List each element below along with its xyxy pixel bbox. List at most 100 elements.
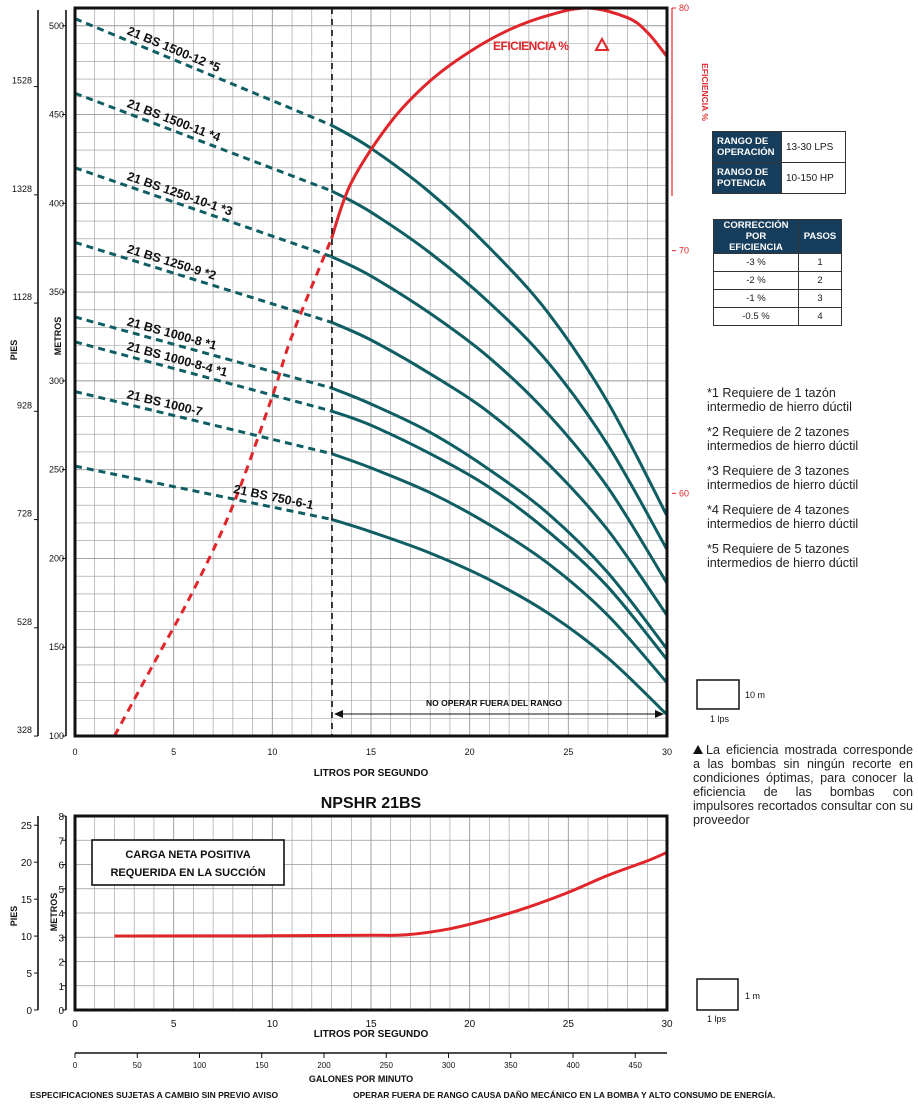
pump-curve-dashed xyxy=(74,390,332,456)
npshr-scale-box-sub: 1 lps xyxy=(707,1014,727,1024)
x-tick-label: 10 xyxy=(267,747,277,757)
npshr-pies-tick-label: 0 xyxy=(26,1006,32,1017)
npshr-label-line-1: CARGA NETA POSITIVA xyxy=(125,849,250,861)
npshr-x-tick-label: 5 xyxy=(171,1019,177,1030)
npshr-metros-tick-label: 1 xyxy=(58,982,64,993)
pasos-value: 1 xyxy=(798,253,842,272)
x-tick-label: 15 xyxy=(366,747,376,757)
npshr-metros-axis-label: METROS xyxy=(49,893,59,932)
footnote-line: *2 Requiere de 2 tazones xyxy=(707,425,850,439)
pasos-value: 4 xyxy=(798,307,842,326)
warning-triangle-icon xyxy=(693,745,703,754)
correccion-value: -0.5 % xyxy=(713,307,799,326)
npshr-pies-tick-label: 5 xyxy=(26,969,32,980)
footnote-line: intermedio de hierro dúctil xyxy=(707,400,852,414)
npshr-x-tick-label: 30 xyxy=(661,1019,673,1030)
pump-curve-solid xyxy=(330,386,669,650)
gpm-tick-label: 200 xyxy=(317,1061,331,1070)
npshr-metros-tick-label: 7 xyxy=(58,836,64,847)
npshr-plot-frame xyxy=(73,814,669,1012)
correccion-row: -1 % 3 xyxy=(713,289,842,308)
correccion-row: -0.5 % 4 xyxy=(713,307,842,326)
main-scale-box-label: 10 m xyxy=(745,690,765,700)
pump-curve-solid xyxy=(331,452,669,684)
npshr-curve xyxy=(114,851,668,938)
rango-operacion-label: RANGO DE OPERACIÓN xyxy=(712,131,782,163)
correccion-row: -3 % 1 xyxy=(713,253,842,272)
pump-curve-solid xyxy=(331,409,669,661)
npshr-x-tick-label: 25 xyxy=(563,1019,575,1030)
operating-range-arrow xyxy=(334,710,664,718)
gpm-tick-label: 50 xyxy=(133,1061,142,1070)
rango-row: RANGO DE OPERACIÓN 13-30 LPS xyxy=(712,131,846,163)
footnote: *3 Requiere de 3 tazones intermedios de h… xyxy=(707,464,858,492)
footer-left: ESPECIFICACIONES SUJETAS A CAMBIO SIN PR… xyxy=(30,1090,279,1100)
npshr-pies-tick-label: 10 xyxy=(21,932,33,943)
efficiency-legend-triangle-icon xyxy=(594,36,610,51)
efficiency-legend: EFICIENCIA % xyxy=(493,39,569,53)
rango-potencia-label: RANGO DE POTENCIA xyxy=(712,162,782,194)
pump-curve-solid xyxy=(331,517,669,716)
metros-tick-label: 200 xyxy=(49,553,64,563)
footnote-line: intermedios de hierro dúctil xyxy=(707,439,859,453)
efficiency-curve-group xyxy=(113,6,669,737)
pump-curve-solid xyxy=(330,189,669,551)
footnote-line: *3 Requiere de 3 tazones xyxy=(707,464,850,478)
metros-tick-label: 150 xyxy=(49,642,64,652)
footnote: *5 Requiere de 5 tazones intermedios de h… xyxy=(707,542,858,570)
pump-curve-dashed xyxy=(74,464,332,521)
series-labels: 21 BS 1500-12 *521 BS 1500-11 *421 BS 12… xyxy=(125,24,315,512)
pies-tick-label: 928 xyxy=(17,400,32,410)
metros-tick-label: 100 xyxy=(49,731,64,741)
rango-operacion-value: 13-30 LPS xyxy=(781,131,846,163)
pump-curve-dashed xyxy=(74,166,333,259)
npshr-x-axis-label: LITROS POR SEGUNDO xyxy=(314,1029,429,1040)
gpm-tick-label: 300 xyxy=(442,1061,456,1070)
footnote-line: *1 Requiere de 1 tazón xyxy=(707,386,836,400)
series-label: 21 BS 1250-9 *2 xyxy=(125,242,217,283)
pump-curve-dashed xyxy=(74,240,332,324)
correccion-header-row: CORRECCIÓN POR EFICIENCIA PASOS xyxy=(713,219,842,254)
metros-tick-label: 400 xyxy=(49,198,64,208)
metros-tick-label: 300 xyxy=(49,376,64,386)
footnote-line: *4 Requiere de 4 tazones xyxy=(707,503,850,517)
disclaimer-text: La eficiencia mostrada corresponde a las… xyxy=(693,743,913,827)
main-scale-box xyxy=(696,679,740,710)
correccion-value: -1 % xyxy=(713,289,799,308)
eff-tick-label: 60 xyxy=(679,488,689,498)
pies-tick-label: 528 xyxy=(17,617,32,627)
metros-tick-label: 350 xyxy=(49,287,64,297)
npshr-metros-tick-label: 0 xyxy=(58,1006,64,1017)
pump-curve-dashed xyxy=(74,315,332,390)
npshr-pies-axis-label: PIES xyxy=(9,906,19,927)
npshr-x-tick-label: 0 xyxy=(72,1019,78,1030)
npshr-scale-box xyxy=(696,978,739,1011)
series-label: 21 BS 1250-10-1 *3 xyxy=(125,169,234,218)
npshr-x-tick-label: 10 xyxy=(267,1019,279,1030)
pies-tick-label: 1128 xyxy=(13,292,32,302)
series-label: 21 BS 750-6-1 xyxy=(232,482,314,512)
footnote: *4 Requiere de 4 tazones intermedios de h… xyxy=(707,503,858,531)
pump-curve-solid xyxy=(330,255,669,585)
pump-curve-solid xyxy=(330,320,669,617)
efficiency-curve-dashed xyxy=(113,237,333,737)
main-curves xyxy=(74,17,669,716)
footnote: *2 Requiere de 2 tazones intermedios de h… xyxy=(707,425,858,453)
x-tick-label: 5 xyxy=(171,747,176,757)
pasos-value: 3 xyxy=(798,289,842,308)
correccion-value: -2 % xyxy=(713,271,799,290)
gpm-axis-label: GALONES POR MINUTO xyxy=(309,1074,413,1084)
metros-tick-label: 250 xyxy=(49,465,64,475)
efficiency-disclaimer: La eficiencia mostrada corresponde a las… xyxy=(693,743,913,827)
gpm-tick-label: 350 xyxy=(504,1061,518,1070)
gpm-tick-label: 100 xyxy=(193,1061,207,1070)
footnote-line: *5 Requiere de 5 tazones xyxy=(707,542,850,556)
main-scale-box-sub: 1 lps xyxy=(710,714,730,724)
footnote-line: intermedios de hierro dúctil xyxy=(707,478,859,492)
efficiency-curve-solid xyxy=(330,6,669,240)
npshr-metros-tick-label: 6 xyxy=(58,861,64,872)
correccion-header: CORRECCIÓN POR EFICIENCIA xyxy=(713,219,799,254)
npshr-metros-tick-label: 8 xyxy=(58,812,64,823)
x-tick-label: 30 xyxy=(662,747,672,757)
